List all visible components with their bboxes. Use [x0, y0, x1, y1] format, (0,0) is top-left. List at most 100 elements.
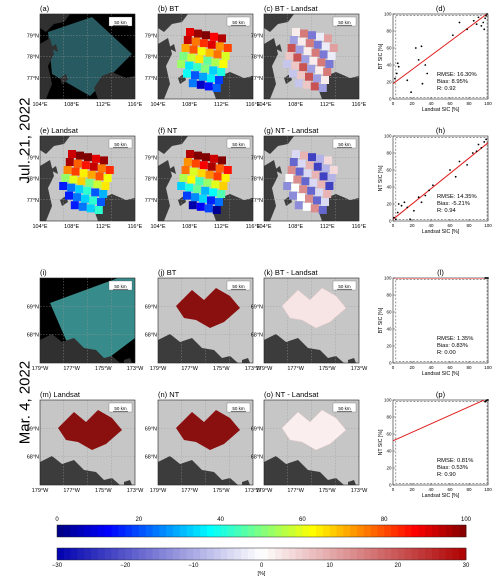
sic-tile	[302, 202, 311, 211]
stat-text: RMSE: 16.30%	[437, 72, 477, 78]
sic-tile	[325, 182, 334, 190]
y-tick-label: 0	[389, 97, 392, 102]
lon-tick-label: 179°W	[256, 366, 273, 372]
y-axis-label: NT SIC [%]	[378, 165, 384, 191]
sic-tile	[285, 174, 294, 182]
sic-tile	[289, 158, 298, 166]
colorbar-segment	[111, 525, 119, 537]
colorbar-segment	[370, 525, 378, 537]
sic-tile	[207, 196, 215, 205]
lon-tick-label: 179°W	[32, 366, 49, 372]
colorbar-segment	[84, 525, 92, 537]
land-mass	[124, 480, 132, 485]
scale-bar-label: 50 km	[232, 142, 245, 147]
y-tick-label: 60	[386, 432, 392, 437]
colorbar-segment	[206, 548, 215, 560]
sic-tile	[191, 71, 199, 80]
sic-tile	[287, 166, 296, 174]
sic-tile	[202, 31, 210, 40]
sic-tile	[183, 69, 191, 78]
land-mass	[158, 456, 238, 485]
sic-tile	[189, 45, 198, 54]
land-mass	[348, 358, 356, 363]
sic-tile	[65, 158, 74, 166]
map-frame	[263, 399, 360, 486]
x-tick-label: 100	[484, 223, 492, 228]
sic-tile	[195, 55, 204, 64]
y-tick-label: 60	[386, 46, 392, 51]
data-point	[395, 72, 398, 75]
data-point	[449, 169, 451, 171]
scale-bar-box	[226, 138, 251, 149]
data-point	[393, 216, 395, 219]
colorbar-segment	[186, 525, 194, 537]
colorbar-segment	[234, 548, 242, 560]
land-mass	[40, 334, 120, 363]
sic-tile	[179, 174, 188, 182]
data-point	[410, 91, 412, 94]
scale-bar-box	[108, 16, 133, 27]
sic-tile	[70, 201, 79, 210]
sic-tile	[204, 82, 213, 91]
data-point	[477, 143, 480, 146]
x-tick-label: 80	[466, 223, 472, 228]
sic-tile	[301, 177, 310, 186]
colorbar-segment	[118, 525, 126, 537]
lon-tick-label: 175°W	[213, 488, 230, 494]
scale-bar-box	[332, 280, 357, 291]
lon-tick-label: 173°W	[127, 366, 144, 372]
sic-tile	[183, 36, 192, 44]
sic-tile	[311, 170, 320, 179]
x-axis-label: Landsat SIC [%]	[422, 229, 460, 235]
colorbar-segment	[397, 525, 406, 537]
scale-bar-label: 50 km	[338, 20, 351, 25]
sic-tile	[212, 84, 221, 92]
land-mass	[124, 358, 132, 363]
scale-bar-label: 50 km	[338, 406, 351, 411]
sic-tile	[78, 202, 87, 211]
lat-tick-label: 77°N	[251, 198, 263, 204]
plot-frame	[392, 13, 489, 100]
land-mass	[264, 334, 344, 363]
sic-tile	[315, 188, 324, 197]
colorbar-segment	[261, 548, 269, 560]
land-mass	[50, 166, 58, 174]
sic-tile	[209, 188, 218, 197]
sic-tile	[211, 58, 220, 67]
lat-tick-label: 77°N	[27, 198, 39, 204]
colorbar-tick-label: 80	[381, 517, 388, 523]
y-tick-label: 20	[386, 80, 392, 85]
sic-tile	[319, 50, 328, 59]
lon-tick-label: 112°E	[214, 102, 229, 108]
map-inner	[264, 14, 359, 99]
sic-tile	[321, 164, 330, 173]
colorbar-segment	[329, 548, 337, 560]
scale-bar-label: 50 km	[114, 20, 127, 25]
lat-tick-label: 78°N	[251, 177, 263, 183]
sic-tile	[308, 153, 316, 162]
lon-tick-label: 112°E	[320, 224, 335, 230]
lon-tick-label: 112°E	[96, 224, 111, 230]
map-frame	[157, 135, 254, 222]
sic-tile	[203, 56, 212, 65]
lat-tick-label: 68°N	[251, 455, 263, 461]
colorbar-frame	[56, 547, 467, 561]
sic-tile	[321, 198, 329, 206]
land-mass	[40, 456, 120, 485]
data-point	[466, 164, 468, 166]
colorbar-tick-label: −30	[52, 563, 63, 569]
lat-tick-label: 77°N	[27, 76, 39, 82]
scale-bar-box	[332, 402, 357, 413]
stat-text: RMSE: 0.81%	[437, 458, 473, 464]
x-tick-label: 0	[392, 101, 395, 106]
data-point	[480, 25, 483, 27]
map-panel: 50 km 79°N 78°N 77°N 104°E 108°E 112°E 116°E (c)…	[251, 4, 367, 108]
lat-tick-label: 68°N	[27, 333, 39, 339]
data-point	[414, 47, 417, 49]
data-point	[432, 184, 434, 187]
colorbar-segment	[63, 525, 72, 537]
map-panel: 50 km 79°N 78°N 77°N 104°E 108°E 112°E 116°E (a)	[27, 4, 143, 108]
sic-tile	[97, 198, 105, 206]
sic-tile	[289, 191, 297, 200]
y-tick-label: 0	[389, 361, 392, 366]
